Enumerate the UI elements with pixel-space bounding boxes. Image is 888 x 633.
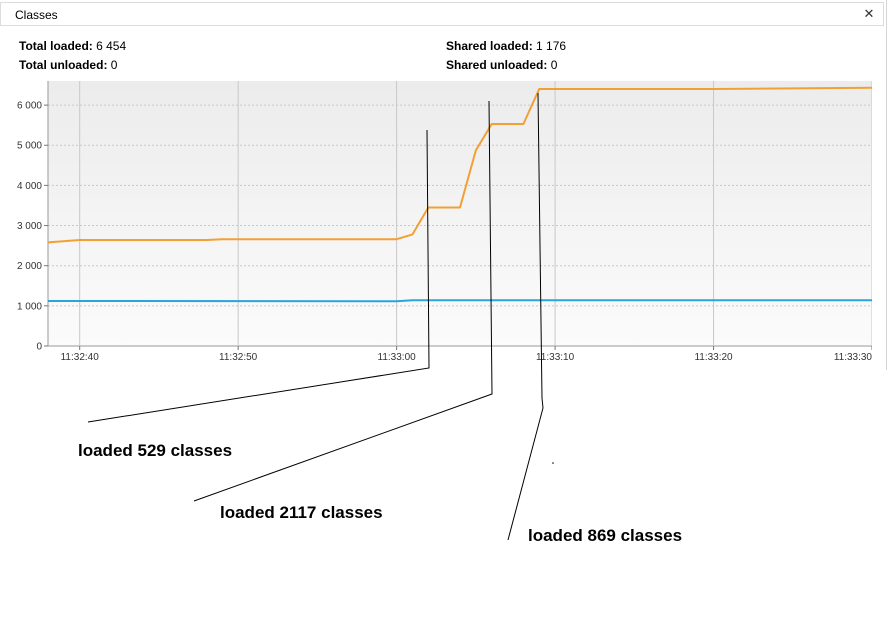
x-tick-label: 11:32:40 (61, 352, 100, 363)
y-tick-label: 0 (36, 342, 42, 353)
shared-loaded-series-line (47, 299, 872, 303)
classes-chart: 0 1 000 2 000 3 000 4 000 5 000 6 000 11:32:40 1… (17, 81, 872, 363)
classes-panel: Classes ✕ Total loaded: 6 454 Total unlo… (0, 0, 887, 370)
x-tick-label: 11:33:10 (536, 352, 575, 363)
panel-titlebar: Classes ✕ (0, 2, 884, 26)
annotation-label: loaded 529 classes (78, 441, 233, 460)
annotation-dot (552, 462, 554, 464)
total-loaded-series-line (47, 86, 872, 244)
y-tick-label: 2 000 (17, 261, 42, 272)
shared-unloaded-stat: Shared unloaded: 0 (446, 58, 557, 72)
panel-title: Classes (15, 8, 58, 22)
y-tick-label: 5 000 (17, 141, 42, 152)
total-loaded-stat: Total loaded: 6 454 (19, 39, 126, 53)
total-unloaded-stat: Total unloaded: 0 (19, 58, 117, 72)
shared-loaded-value: 1 176 (536, 39, 567, 53)
shared-loaded-stat: Shared loaded: 1 176 (446, 39, 566, 53)
y-tick-label: 4 000 (17, 181, 42, 192)
annotation-pointer-line (193, 100, 493, 502)
total-loaded-label: Total loaded: (19, 39, 93, 53)
annotation-pointer-line (87, 129, 430, 423)
y-tick-label: 3 000 (17, 221, 42, 232)
annotation-pointer-line (507, 92, 544, 541)
close-icon[interactable]: ✕ (863, 6, 875, 21)
annotation-label: loaded 869 classes (528, 526, 683, 545)
total-loaded-value: 6 454 (96, 39, 127, 53)
y-tick-label: 1 000 (17, 301, 42, 312)
x-tick-label: 11:33:00 (378, 352, 417, 363)
x-tick-label: 11:33:30 (834, 352, 872, 363)
x-tick-label: 11:32:50 (219, 352, 258, 363)
y-tick-label: 6 000 (17, 101, 42, 112)
x-tick-label: 11:33:20 (694, 352, 733, 363)
shared-unloaded-value: 0 (550, 58, 558, 72)
shared-unloaded-label: Shared unloaded: (446, 58, 548, 72)
total-unloaded-label: Total unloaded: (19, 58, 108, 72)
shared-loaded-label: Shared loaded: (446, 39, 533, 53)
total-unloaded-value: 0 (110, 58, 118, 72)
annotation-label: loaded 2117 classes (220, 503, 383, 522)
